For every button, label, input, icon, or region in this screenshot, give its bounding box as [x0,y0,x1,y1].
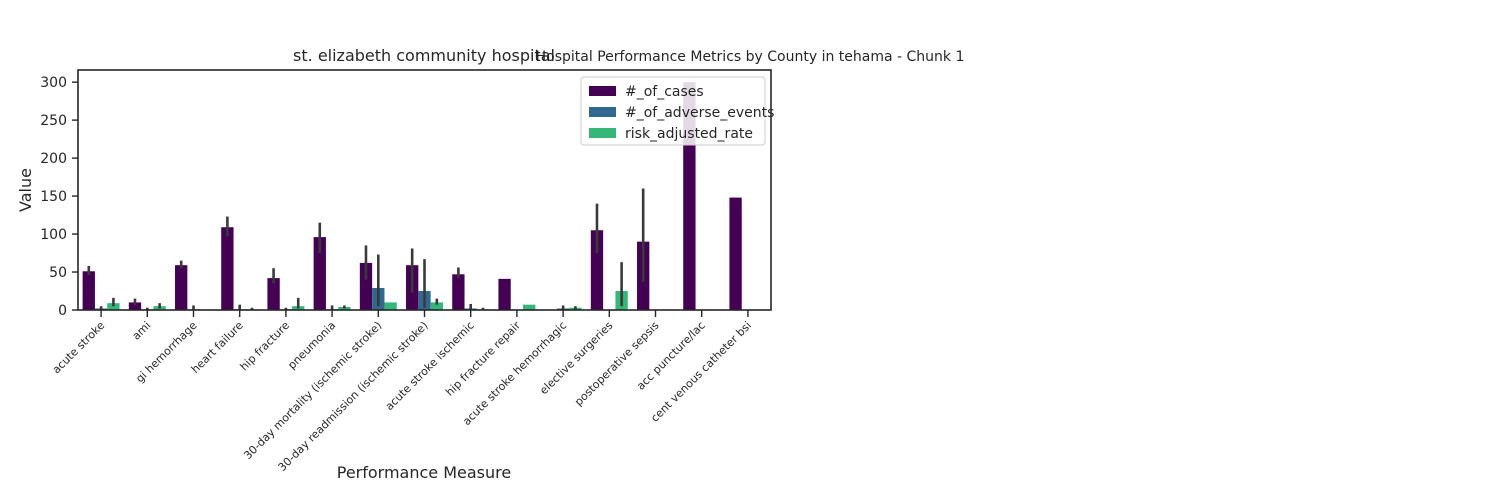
bar [175,265,188,310]
y-axis-label: Value [16,168,35,212]
y-tick-label: 0 [58,303,67,319]
legend-label: #_of_cases [625,84,704,100]
bar [313,237,326,310]
bar [107,303,120,310]
legend-swatch [589,86,616,96]
bar [430,302,443,310]
chart-title: st. elizabeth community hospital [293,46,555,65]
legend-label: risk_adjusted_rate [625,126,753,142]
x-tick-label: cent venous catheter bsi [648,319,754,425]
bar [221,227,234,310]
legend-swatch [589,128,616,138]
legend-box [580,76,766,146]
bar [267,278,280,310]
x-tick-label: acute stroke ischemic [383,319,477,413]
bar [523,304,536,310]
x-tick-label: postoperative sepsis [572,319,662,409]
bar [128,302,142,310]
legend: #_of_cases #_of_adverse_events risk_adjust… [580,76,774,146]
figure-suptitle: Hospital Performance Metrics by County i… [536,49,965,65]
bar [452,274,465,310]
bar [384,302,397,310]
x-axis-label: Performance Measure [337,463,511,482]
bar [729,197,742,310]
legend-label: #_of_adverse_events [625,105,774,121]
x-tick-label: ami [130,319,154,343]
x-tick-label: hip fracture [238,319,293,374]
bar [590,230,604,310]
y-tick-label: 200 [40,151,67,167]
y-tick-label: 100 [40,227,67,243]
x-tick-label: acute stroke [50,319,108,377]
legend-swatch [589,107,616,117]
y-tick-label: 250 [40,113,67,129]
y-tick-label: 150 [40,189,67,205]
bar [82,271,95,310]
y-tick-label: 50 [49,265,67,281]
y-tick-label: 300 [40,75,67,91]
bar [498,278,511,310]
bar [359,262,373,310]
